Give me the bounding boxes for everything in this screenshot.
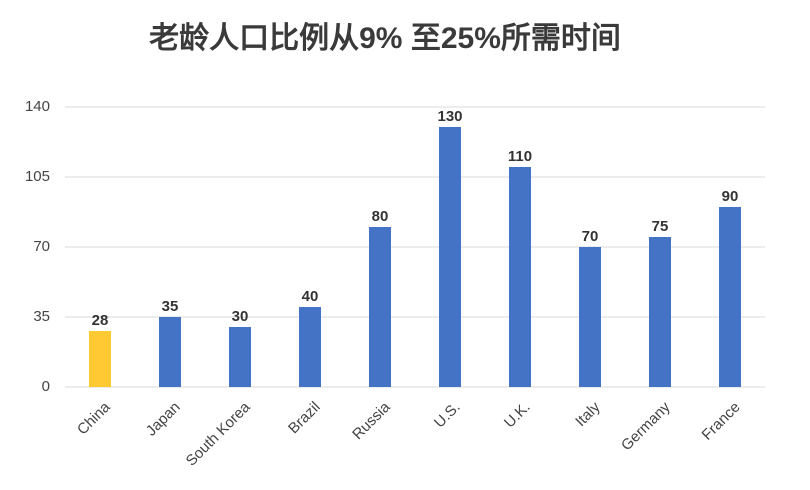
bar (509, 167, 531, 387)
value-label: 30 (232, 308, 249, 325)
value-label: 70 (582, 228, 599, 245)
y-tick-label: 70 (33, 238, 50, 255)
value-label: 75 (652, 218, 669, 235)
bar (229, 327, 251, 387)
bar (89, 331, 111, 387)
y-tick-label: 35 (33, 308, 50, 325)
chart-title: 老龄人口比例从9% 至25%所需时间 (149, 22, 621, 55)
x-tick-label: France (699, 399, 744, 444)
value-label: 40 (302, 288, 319, 305)
value-label: 130 (437, 108, 462, 125)
bar (649, 237, 671, 387)
x-tick-label: Russia (349, 398, 394, 443)
bar (159, 317, 181, 387)
y-tick-label: 140 (25, 98, 50, 115)
x-tick-label: China (74, 398, 114, 438)
bar (439, 127, 461, 387)
value-label: 28 (92, 312, 109, 329)
x-tick-label: Japan (143, 399, 184, 440)
bar (299, 307, 321, 387)
x-tick-label: South Korea (183, 398, 254, 469)
x-tick-label: Brazil (285, 399, 324, 438)
y-tick-label: 105 (25, 168, 50, 185)
x-tick-label: Italy (572, 398, 604, 430)
x-tick-label: Germany (618, 398, 674, 454)
bar (369, 227, 391, 387)
value-label: 90 (722, 188, 739, 205)
value-label: 110 (508, 148, 532, 165)
value-label: 80 (372, 208, 389, 225)
value-label: 35 (162, 298, 179, 315)
x-tick-label: U.S. (431, 399, 464, 432)
x-tick-label: U.K. (501, 399, 534, 432)
bar (579, 247, 601, 387)
y-tick-label: 0 (42, 378, 50, 395)
bar (719, 207, 741, 387)
